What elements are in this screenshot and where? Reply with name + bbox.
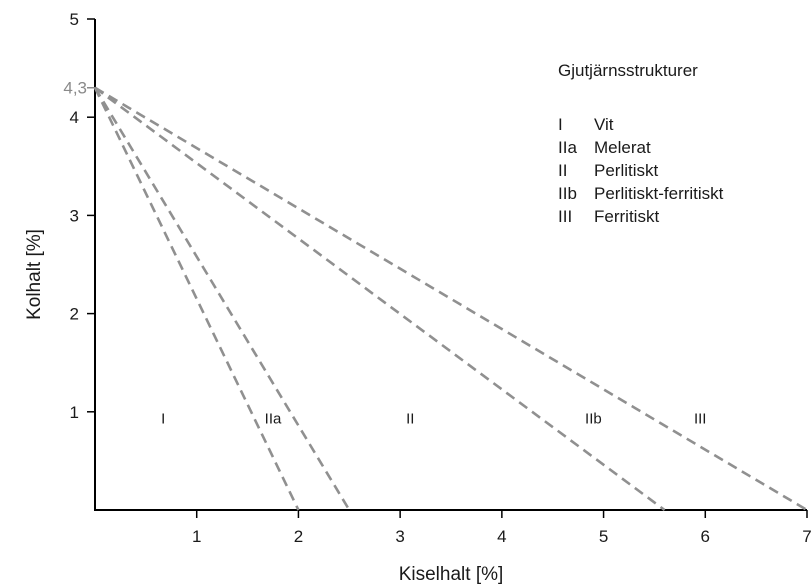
y-tick-label: 4: [70, 108, 79, 127]
y-tick-label: 3: [70, 206, 79, 225]
series-group: [93, 86, 808, 512]
series-line-2: [93, 87, 351, 511]
region-label: II: [406, 411, 414, 428]
series-line-4: [94, 86, 808, 512]
x-tick-label: 3: [395, 527, 404, 546]
legend-entry-label: Ferritiskt: [594, 207, 659, 226]
legend-entry-code: IIb: [558, 184, 577, 203]
legend-entry-label: Perlitiskt-ferritiskt: [594, 184, 724, 203]
tick-labels: 1 2 3 4 5 4,3 1 2 3 4 5 6 7: [63, 10, 811, 546]
legend: Gjutjärnsstrukturer I Vit IIa Melerat II Perl…: [558, 61, 724, 226]
series-line-1: [93, 87, 300, 511]
x-tick-label: 6: [701, 527, 710, 546]
special-tick-label: 4,3: [63, 79, 87, 98]
y-axis-title: Kolhalt [%]: [24, 229, 45, 320]
legend-entry-label: Perlitiskt: [594, 161, 659, 180]
legend-title: Gjutjärnsstrukturer: [558, 61, 698, 80]
region-label: IIb: [585, 411, 602, 428]
legend-entry-code: I: [558, 115, 563, 134]
series-line-3: [94, 86, 666, 512]
legend-entry-code: II: [558, 161, 567, 180]
region-label: I: [161, 411, 165, 428]
region-labels: I IIa II IIb III: [161, 411, 706, 428]
y-tick-label: 5: [70, 10, 79, 29]
y-tick-label: 1: [70, 403, 79, 422]
axes: [87, 18, 808, 518]
legend-entry-label: Vit: [594, 115, 614, 134]
legend-entries: I Vit IIa Melerat II Perlitiskt IIb Perlitiskt-…: [558, 115, 724, 226]
x-tick-label: 7: [802, 527, 811, 546]
region-label: IIa: [265, 411, 282, 428]
region-label: III: [694, 411, 707, 428]
legend-entry-code: III: [558, 207, 572, 226]
x-tick-label: 2: [294, 527, 303, 546]
x-axis-title: Kiselhalt [%]: [399, 564, 504, 585]
legend-entry-code: IIa: [558, 138, 577, 157]
legend-entry-label: Melerat: [594, 138, 651, 157]
x-tick-label: 4: [497, 527, 506, 546]
y-tick-label: 2: [70, 305, 79, 324]
x-tick-label: 5: [599, 527, 608, 546]
x-tick-label: 1: [192, 527, 201, 546]
